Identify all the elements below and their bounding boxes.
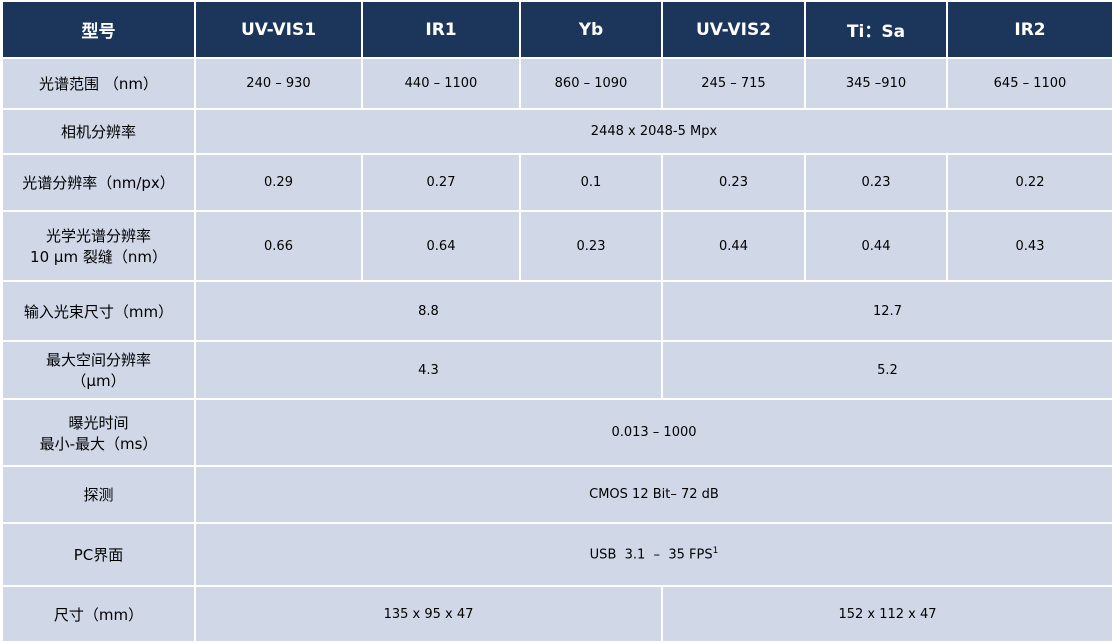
header-cell: Yb	[519, 0, 663, 59]
cell: 4.3	[194, 340, 663, 400]
row-label: 输入光束尺寸（mm）	[1, 280, 196, 342]
header-cell: Ti：Sa	[804, 0, 948, 59]
header-cell: IR2	[946, 0, 1113, 59]
cell: 5.2	[661, 340, 1113, 400]
row-label: 探测	[1, 465, 196, 524]
row-label: 光谱分辨率（nm/px）	[1, 153, 196, 212]
label-line: 最小-最大（ms）	[39, 434, 158, 453]
cell: USB 3.1 – 35 FPS1	[194, 522, 1113, 587]
cell-text: USB 3.1 – 35 FPS	[589, 547, 713, 563]
cell: 0.23	[519, 210, 663, 282]
header-cell: 型号	[1, 0, 196, 59]
cell: 2448 x 2048-5 Mpx	[194, 108, 1113, 155]
label-line: 曝光时间	[68, 413, 129, 432]
row: 最大空间分辨率 （µm） 4.3 5.2	[1, 340, 1113, 400]
cell: 8.8	[194, 280, 663, 342]
row-label: 光谱范围 （nm）	[1, 57, 196, 110]
cell: 0.1	[519, 153, 663, 212]
cell: 152 x 112 x 47	[661, 585, 1113, 643]
label-line: （µm）	[71, 372, 126, 390]
label-line: 最大空间分辨率	[45, 351, 151, 369]
cell: 0.43	[946, 210, 1113, 282]
footnote-mark: 1	[712, 546, 719, 557]
row: 光学光谱分辨率 10 µm 裂缝（nm） 0.66 0.64 0.23 0.44 …	[1, 210, 1113, 282]
header-cell: IR1	[361, 0, 521, 59]
row-label: 最大空间分辨率 （µm）	[1, 340, 196, 400]
header-cell: UV-VIS2	[661, 0, 806, 59]
cell: 0.44	[661, 210, 806, 282]
cell: 440 – 1100	[361, 57, 521, 110]
cell: 240 – 930	[194, 57, 363, 110]
row-label: 尺寸（mm）	[1, 585, 196, 643]
cell: 12.7	[661, 280, 1113, 342]
cell: 860 – 1090	[519, 57, 663, 110]
row: 曝光时间最小-最大（ms） 0.013 – 1000	[1, 398, 1113, 467]
header-row: 型号 UV-VIS1 IR1 Yb UV-VIS2 Ti：Sa IR2	[1, 0, 1113, 59]
cell: 245 – 715	[661, 57, 806, 110]
row: 光谱范围 （nm） 240 – 930 440 – 1100 860 – 109…	[1, 57, 1113, 110]
cell: 0.64	[361, 210, 521, 282]
row: 相机分辨率 2448 x 2048-5 Mpx	[1, 108, 1113, 155]
cell: 0.66	[194, 210, 363, 282]
cell: 0.27	[361, 153, 521, 212]
cell: 0.013 – 1000	[194, 398, 1113, 467]
row: PC界面 USB 3.1 – 35 FPS1	[1, 522, 1113, 587]
cell: 0.22	[946, 153, 1113, 212]
cell: 345 –910	[804, 57, 948, 110]
row-label: 相机分辨率	[1, 108, 196, 155]
row-label: 光学光谱分辨率 10 µm 裂缝（nm）	[1, 210, 196, 282]
cell: CMOS 12 Bit– 72 dB	[194, 465, 1113, 524]
label-line: 10 µm 裂缝（nm）	[30, 248, 167, 266]
row-label: 曝光时间最小-最大（ms）	[1, 398, 196, 467]
cell: 135 x 95 x 47	[194, 585, 663, 643]
cell: 645 – 1100	[946, 57, 1113, 110]
cell: 0.23	[804, 153, 948, 212]
row: 探测 CMOS 12 Bit– 72 dB	[1, 465, 1113, 524]
row-label: PC界面	[1, 522, 196, 587]
row: 光谱分辨率（nm/px） 0.29 0.27 0.1 0.23 0.23 0.2…	[1, 153, 1113, 212]
cell: 0.44	[804, 210, 948, 282]
cell: 0.29	[194, 153, 363, 212]
cell: 0.23	[661, 153, 806, 212]
row: 输入光束尺寸（mm） 8.8 12.7	[1, 280, 1113, 342]
row: 尺寸（mm） 135 x 95 x 47 152 x 112 x 47	[1, 585, 1113, 643]
header-cell: UV-VIS1	[194, 0, 363, 59]
label-line: 光学光谱分辨率	[45, 227, 151, 245]
